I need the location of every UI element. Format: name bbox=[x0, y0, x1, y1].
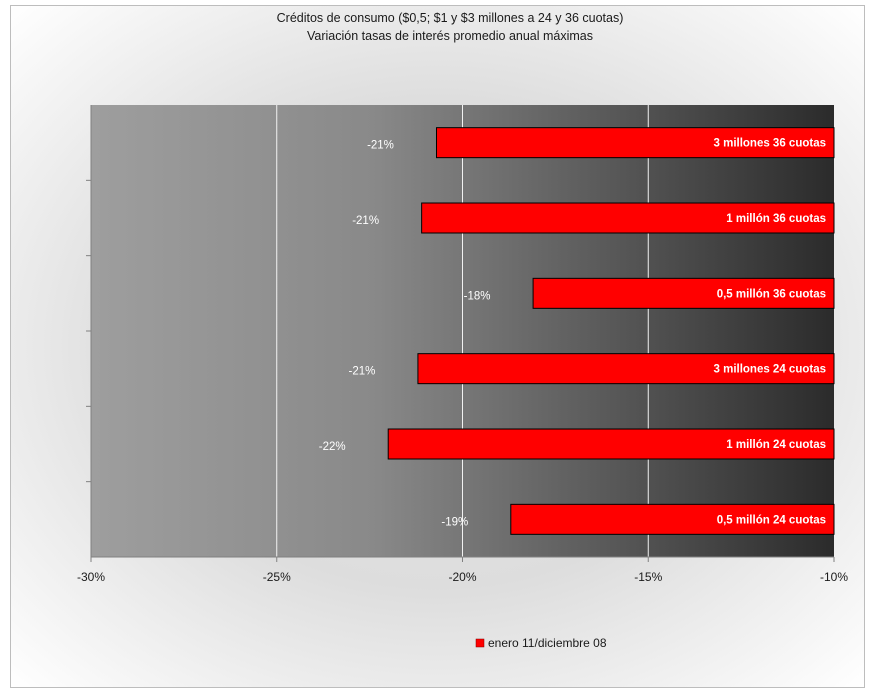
bar-category-label: 3 millones 24 cuotas bbox=[714, 364, 827, 376]
data-label: -21% bbox=[367, 140, 394, 152]
data-label: -21% bbox=[352, 215, 379, 227]
data-label: -19% bbox=[441, 516, 468, 528]
data-label: -18% bbox=[464, 290, 491, 302]
legend-label: enero 11/diciembre 08 bbox=[488, 636, 607, 650]
legend: enero 11/diciembre 08 bbox=[475, 636, 607, 650]
x-tick-label: -25% bbox=[263, 570, 291, 584]
data-label: -22% bbox=[319, 441, 346, 453]
chart-subtitle: Variación tasas de interés promedio anua… bbox=[307, 29, 593, 43]
bar-category-label: 1 millón 24 cuotas bbox=[726, 439, 826, 451]
x-tick-label: -20% bbox=[448, 570, 476, 584]
x-tick-label: -10% bbox=[820, 570, 848, 584]
bar-category-label: 0,5 millón 36 cuotas bbox=[717, 288, 826, 300]
bar-category-label: 1 millón 36 cuotas bbox=[726, 213, 826, 225]
bar bbox=[387, 428, 835, 460]
x-tick-label: -30% bbox=[77, 570, 105, 584]
bar bbox=[532, 277, 835, 309]
bar bbox=[421, 202, 835, 234]
legend-swatch bbox=[475, 638, 485, 648]
bar-category-label: 3 millones 36 cuotas bbox=[714, 138, 827, 150]
bar-category-label: 0,5 millón 24 cuotas bbox=[717, 514, 826, 526]
chart-title: Créditos de consumo ($0,5; $1 y $3 millo… bbox=[277, 11, 624, 25]
bar bbox=[510, 503, 835, 535]
bar bbox=[417, 353, 835, 385]
x-tick-label: -15% bbox=[634, 570, 662, 584]
bar bbox=[435, 127, 835, 159]
data-label: -21% bbox=[348, 366, 375, 378]
